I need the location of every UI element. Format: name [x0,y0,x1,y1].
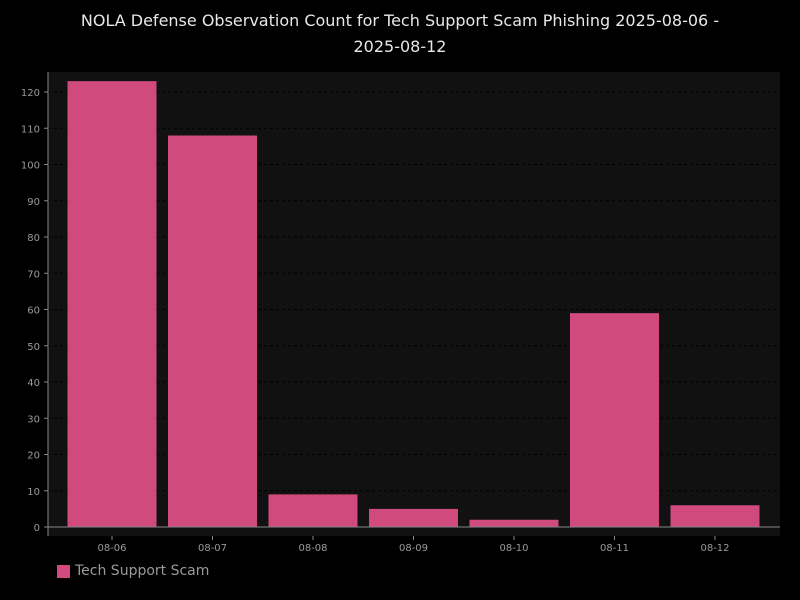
x-tick-label: 08-10 [499,543,528,554]
y-tick-label: 120 [21,88,40,99]
y-tick-label: 100 [21,161,40,172]
x-tick-label: 08-06 [97,543,126,554]
y-tick-label: 50 [27,342,40,353]
x-tick-label: 08-11 [600,543,629,554]
bar-08-09 [369,508,458,527]
bar-08-08 [268,494,358,527]
y-tick-label: 20 [27,451,40,462]
x-tick-label: 08-07 [198,543,227,554]
y-tick-label: 80 [27,233,40,244]
legend-label: Tech Support Scam [75,563,210,579]
x-tick-label: 08-12 [700,543,729,554]
plot-background [48,72,780,536]
legend-swatch [57,564,70,578]
y-tick-label: 10 [27,487,40,498]
bars [67,81,760,527]
chart-title: NOLA Defense Observation Count for Tech … [0,8,800,60]
x-tick-labels: 08-06 08-07 08-08 08-09 08-10 08-11 08-12 [97,536,730,554]
y-tick-label: 40 [27,378,40,389]
axes [47,72,780,536]
legend: Tech Support Scam [57,563,209,579]
bar-08-11 [570,313,659,527]
y-tick-label: 60 [27,306,40,317]
bar-08-06 [67,81,157,527]
y-tick-label: 90 [27,197,40,208]
chart-title-line-1: NOLA Defense Observation Count for Tech … [80,11,720,30]
y-tick-label: 30 [27,414,40,425]
y-tick-label: 0 [34,523,40,534]
x-tick-label: 08-08 [298,543,327,554]
y-tick-label: 70 [27,269,40,280]
bar-08-12 [670,505,760,527]
bar-08-10 [469,519,559,527]
y-tick-labels: 0 10 20 30 40 50 60 70 80 90 100 110 120 [21,88,48,534]
y-tick-label: 110 [21,124,40,135]
bar-08-07 [168,135,257,527]
x-tick-label: 08-09 [399,543,428,554]
chart-title-line-2: 2025-08-12 [353,37,447,56]
